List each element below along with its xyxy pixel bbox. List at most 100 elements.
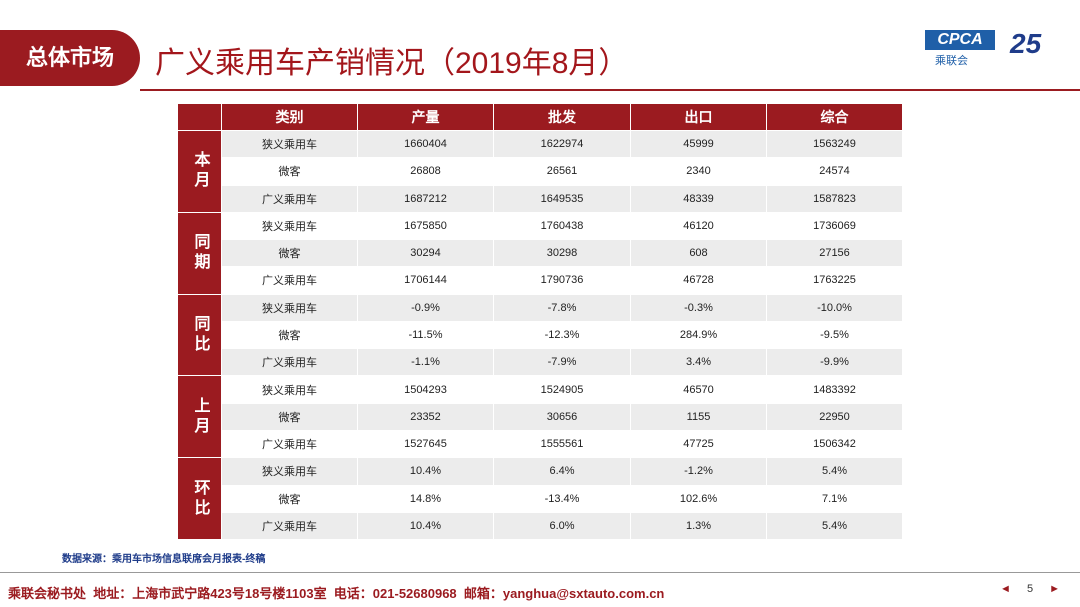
table-cell: 46570: [631, 376, 767, 404]
table-cell: 广义乘用车: [222, 349, 358, 377]
table-cell: 1736069: [767, 212, 903, 241]
page-number: 5: [1026, 583, 1034, 595]
table-cell: 30298: [494, 240, 631, 268]
table-cell: 1483392: [767, 376, 903, 404]
table-cell: 1524905: [494, 376, 631, 404]
table-cell: 1587823: [767, 185, 903, 213]
header-cell: 综合: [767, 104, 903, 131]
table-cell: 微客: [222, 403, 358, 431]
table-cell: 1706144: [358, 267, 494, 295]
group-label: 环比: [178, 458, 222, 541]
table-cell: 14.8%: [358, 485, 494, 513]
table-cell: 6.0%: [494, 512, 631, 541]
table-cell: -1.1%: [358, 349, 494, 377]
table-cell: 1563249: [767, 131, 903, 159]
table-cell: 46728: [631, 267, 767, 295]
source-note: 数据来源：乘用车市场信息联席会月报表-终稿: [62, 554, 266, 565]
table-cell: 27156: [767, 240, 903, 268]
table-cell: 狭义乘用车: [222, 294, 358, 322]
table-cell: 微客: [222, 240, 358, 268]
table-cell: 1.3%: [631, 512, 767, 541]
table-cell: 102.6%: [631, 485, 767, 513]
group-label: 上月: [178, 376, 222, 459]
table-cell: -9.5%: [767, 321, 903, 350]
table-cell: 24574: [767, 158, 903, 186]
next-arrow[interactable]: ►: [1049, 583, 1060, 595]
table-cell: 5.4%: [767, 512, 903, 541]
footer-rule: [0, 572, 1080, 573]
table-cell: 1687212: [358, 185, 494, 213]
table-cell: 狭义乘用车: [222, 458, 358, 486]
table-cell: 3.4%: [631, 349, 767, 377]
table-cell: 1555561: [494, 430, 631, 459]
table-cell: 广义乘用车: [222, 430, 358, 459]
table-cell: 46120: [631, 212, 767, 241]
table-cell: 1527645: [358, 430, 494, 459]
table-cell: 广义乘用车: [222, 512, 358, 541]
table-cell: 1155: [631, 403, 767, 431]
header-cell: [178, 104, 222, 131]
table-cell: 45999: [631, 131, 767, 159]
table-cell: 26808: [358, 158, 494, 186]
table-cell: 30294: [358, 240, 494, 268]
table-cell: 1763225: [767, 267, 903, 295]
table-cell: -7.8%: [494, 294, 631, 322]
table-cell: -0.9%: [358, 294, 494, 322]
table-cell: 广义乘用车: [222, 267, 358, 295]
table-cell: -13.4%: [494, 485, 631, 513]
table-cell: -12.3%: [494, 321, 631, 350]
table-cell: 微客: [222, 321, 358, 350]
table-cell: -11.5%: [358, 321, 494, 350]
footer-address: 乘联会秘书处 地址：上海市武宁路423号18号楼1103室 电话：021-526…: [8, 586, 665, 601]
table-cell: 7.1%: [767, 485, 903, 513]
table-cell: 48339: [631, 185, 767, 213]
table-cell: 狭义乘用车: [222, 212, 358, 241]
table-cell: 10.4%: [358, 512, 494, 541]
table-cell: 30656: [494, 403, 631, 431]
slide-title: 广义乘用车产销情况（2019年8月）: [155, 47, 629, 80]
table-cell: 2340: [631, 158, 767, 186]
prev-arrow[interactable]: ◄: [1000, 583, 1011, 595]
group-label: 同期: [178, 212, 222, 295]
group-label: 本月: [178, 131, 222, 213]
table-cell: -9.9%: [767, 349, 903, 377]
table-cell: 1675850: [358, 212, 494, 241]
table-cell: 5.4%: [767, 458, 903, 486]
table-cell: 狭义乘用车: [222, 131, 358, 159]
table-cell: 6.4%: [494, 458, 631, 486]
table-cell: 1660404: [358, 131, 494, 159]
table-cell: 1790736: [494, 267, 631, 295]
pager: ◄ 5 ►: [1000, 583, 1060, 595]
table-cell: -0.3%: [631, 294, 767, 322]
section-tab: 总体市场: [0, 30, 140, 86]
table-cell: 微客: [222, 485, 358, 513]
table-cell: 1504293: [358, 376, 494, 404]
table-cell: 1760438: [494, 212, 631, 241]
title-rule: [140, 89, 1080, 91]
table-cell: -10.0%: [767, 294, 903, 322]
table-cell: 1506342: [767, 430, 903, 459]
table-cell: 608: [631, 240, 767, 268]
table-cell: 狭义乘用车: [222, 376, 358, 404]
table-cell: 23352: [358, 403, 494, 431]
table-cell: 微客: [222, 158, 358, 186]
table-cell: 47725: [631, 430, 767, 459]
group-label: 同比: [178, 294, 222, 377]
header-cell: 产量: [358, 104, 494, 131]
logo-sub: 乘联会: [935, 55, 968, 67]
logo-text: CPCA: [925, 30, 995, 50]
logo-badge: 25: [1010, 28, 1042, 59]
table-cell: 1622974: [494, 131, 631, 159]
header-cell: 出口: [631, 104, 767, 131]
header-cell: 类别: [222, 104, 358, 131]
header-cell: 批发: [494, 104, 631, 131]
table-cell: 广义乘用车: [222, 185, 358, 213]
table-cell: -1.2%: [631, 458, 767, 486]
table-cell: 22950: [767, 403, 903, 431]
table-cell: 284.9%: [631, 321, 767, 350]
table-cell: 1649535: [494, 185, 631, 213]
table-cell: 10.4%: [358, 458, 494, 486]
table-cell: -7.9%: [494, 349, 631, 377]
table-cell: 26561: [494, 158, 631, 186]
